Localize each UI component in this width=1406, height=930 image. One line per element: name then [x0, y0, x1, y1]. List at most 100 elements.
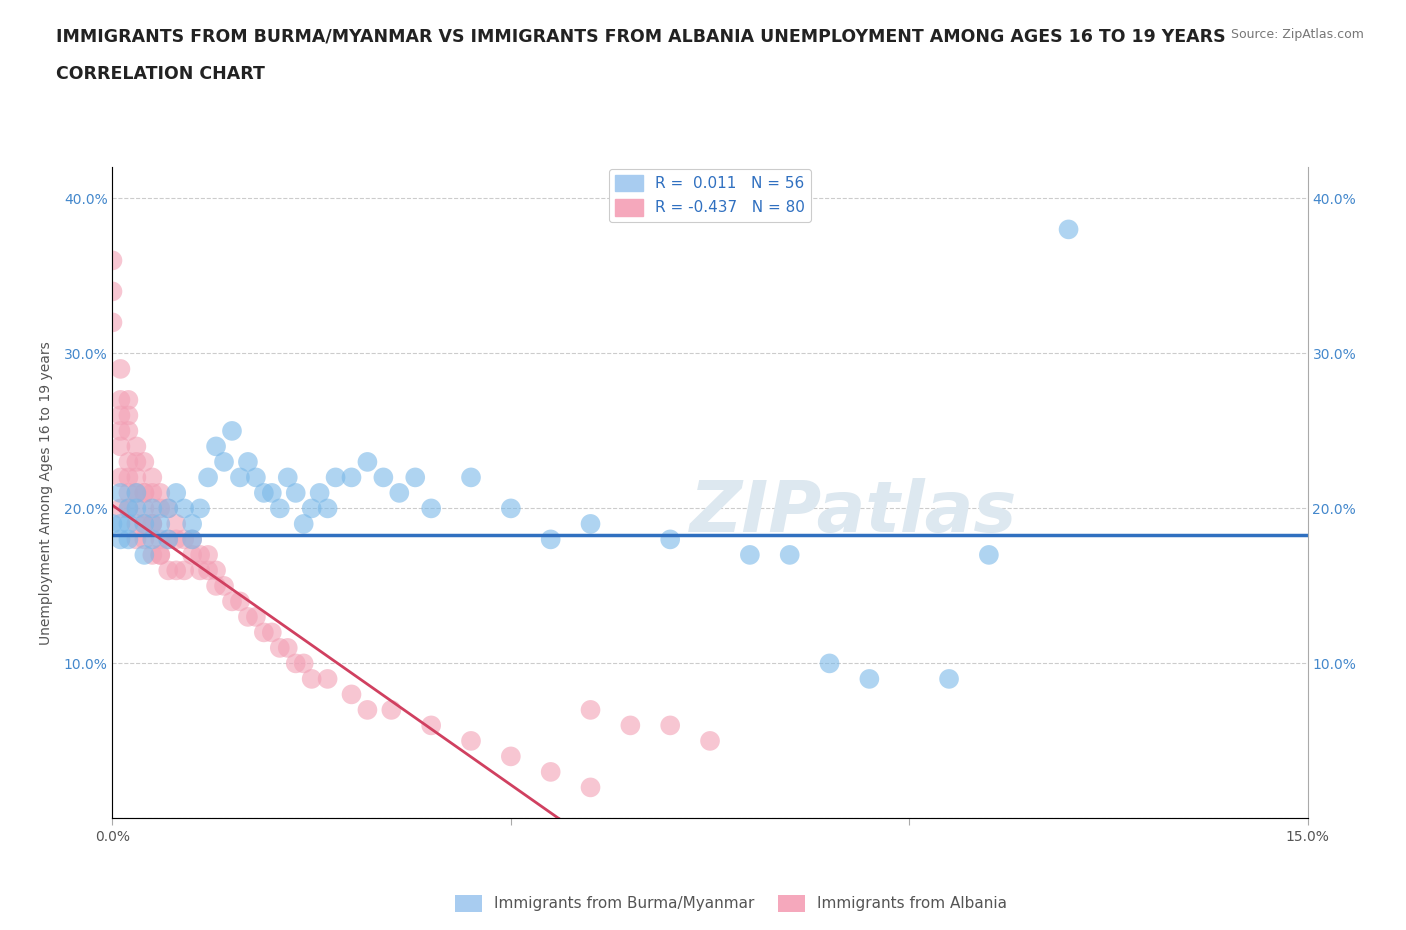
Point — [101, 516, 124, 531]
Point — [499, 501, 522, 516]
Point — [659, 532, 682, 547]
Point — [149, 516, 172, 531]
Point — [149, 501, 172, 516]
Point — [818, 656, 841, 671]
Text: Source: ZipAtlas.com: Source: ZipAtlas.com — [1230, 28, 1364, 41]
Point — [181, 532, 204, 547]
Point — [165, 563, 187, 578]
Point — [125, 516, 148, 531]
Point — [134, 485, 156, 500]
Point — [134, 548, 156, 563]
Point — [316, 671, 339, 686]
Point — [149, 532, 172, 547]
Point — [117, 408, 139, 423]
Point — [110, 392, 132, 407]
Point — [141, 501, 163, 516]
Point — [141, 516, 163, 531]
Point — [277, 641, 299, 656]
Point — [125, 439, 148, 454]
Point — [292, 656, 315, 671]
Point — [460, 734, 482, 749]
Point — [149, 548, 172, 563]
Point — [141, 485, 163, 500]
Point — [373, 470, 395, 485]
Point — [938, 671, 960, 686]
Legend: R =  0.011   N = 56, R = -0.437   N = 80: R = 0.011 N = 56, R = -0.437 N = 80 — [609, 168, 811, 221]
Point — [325, 470, 347, 485]
Point — [301, 671, 323, 686]
Point — [292, 516, 315, 531]
Point — [165, 516, 187, 531]
Point — [173, 501, 195, 516]
Point — [260, 485, 283, 500]
Point — [125, 455, 148, 470]
Point — [308, 485, 330, 500]
Point — [659, 718, 682, 733]
Point — [236, 455, 259, 470]
Y-axis label: Unemployment Among Ages 16 to 19 years: Unemployment Among Ages 16 to 19 years — [38, 341, 52, 644]
Point — [141, 516, 163, 531]
Point — [110, 362, 132, 377]
Point — [110, 485, 132, 500]
Point — [858, 671, 880, 686]
Point — [149, 548, 172, 563]
Point — [340, 470, 363, 485]
Point — [301, 501, 323, 516]
Point — [157, 501, 180, 516]
Point — [260, 625, 283, 640]
Point — [779, 548, 801, 563]
Point — [277, 470, 299, 485]
Point — [221, 594, 243, 609]
Point — [110, 501, 132, 516]
Point — [699, 734, 721, 749]
Point — [134, 516, 156, 531]
Point — [316, 501, 339, 516]
Point — [101, 284, 124, 299]
Point — [181, 516, 204, 531]
Point — [540, 764, 562, 779]
Point — [117, 516, 139, 531]
Point — [212, 455, 235, 470]
Point — [125, 470, 148, 485]
Text: IMMIGRANTS FROM BURMA/MYANMAR VS IMMIGRANTS FROM ALBANIA UNEMPLOYMENT AMONG AGES: IMMIGRANTS FROM BURMA/MYANMAR VS IMMIGRA… — [56, 28, 1226, 46]
Point — [205, 563, 228, 578]
Point — [205, 578, 228, 593]
Point — [141, 470, 163, 485]
Point — [125, 485, 148, 500]
Point — [157, 501, 180, 516]
Point — [110, 470, 132, 485]
Point — [738, 548, 761, 563]
Point — [212, 578, 235, 593]
Point — [110, 516, 132, 531]
Point — [117, 455, 139, 470]
Point — [101, 253, 124, 268]
Point — [165, 532, 187, 547]
Point — [117, 501, 139, 516]
Point — [245, 609, 267, 624]
Point — [117, 485, 139, 500]
Point — [181, 532, 204, 547]
Point — [110, 532, 132, 547]
Point — [460, 470, 482, 485]
Point — [197, 548, 219, 563]
Point — [141, 532, 163, 547]
Point — [117, 532, 139, 547]
Point — [420, 718, 443, 733]
Point — [188, 501, 211, 516]
Point — [117, 423, 139, 438]
Point — [110, 423, 132, 438]
Point — [181, 548, 204, 563]
Point — [404, 470, 426, 485]
Legend: Immigrants from Burma/Myanmar, Immigrants from Albania: Immigrants from Burma/Myanmar, Immigrant… — [449, 889, 1014, 918]
Point — [340, 687, 363, 702]
Point — [165, 485, 187, 500]
Point — [380, 702, 402, 717]
Point — [125, 532, 148, 547]
Point — [499, 749, 522, 764]
Point — [977, 548, 1000, 563]
Point — [134, 455, 156, 470]
Point — [420, 501, 443, 516]
Point — [253, 625, 276, 640]
Point — [173, 532, 195, 547]
Point — [229, 470, 252, 485]
